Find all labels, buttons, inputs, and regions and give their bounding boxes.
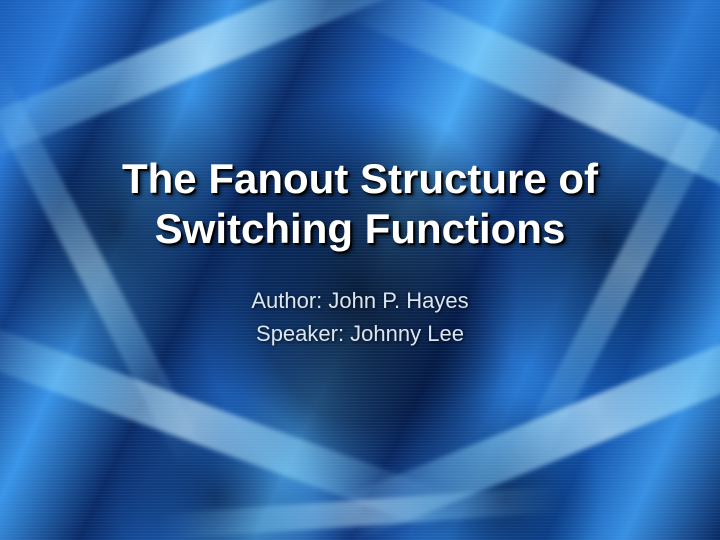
title-slide: The Fanout Structure of Switching Functi… (0, 0, 720, 540)
speaker-line: Speaker: Johnny Lee (251, 317, 468, 350)
slide-subtitle: Author: John P. Hayes Speaker: Johnny Le… (251, 284, 468, 350)
slide-title: The Fanout Structure of Switching Functi… (0, 154, 720, 253)
author-line: Author: John P. Hayes (251, 284, 468, 317)
